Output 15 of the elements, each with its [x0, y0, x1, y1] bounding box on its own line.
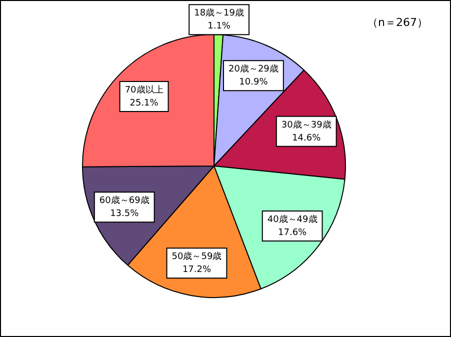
slice-label: 70歳以上 — [124, 84, 164, 96]
data-label: 17.6% — [278, 228, 308, 238]
slice-label: 18歳～19歳 — [194, 7, 244, 18]
slice-label: 50歳～59歳 — [172, 250, 222, 262]
data-label: 13.5% — [110, 208, 140, 219]
slice-label: 20歳～29歳 — [228, 63, 278, 74]
slice-label: 30歳～39歳 — [281, 119, 332, 130]
data-label: 14.6% — [292, 133, 322, 144]
data-label: 25.1% — [130, 98, 159, 108]
text: （n＝267） — [367, 15, 428, 30]
data-label: 10.9% — [239, 77, 268, 88]
data-label: 1.1% — [208, 21, 231, 32]
slice-label: 40歳～49歳 — [267, 214, 318, 225]
data-label: 17.2% — [182, 264, 212, 275]
slice-label: 60歳～69歳 — [99, 194, 150, 206]
